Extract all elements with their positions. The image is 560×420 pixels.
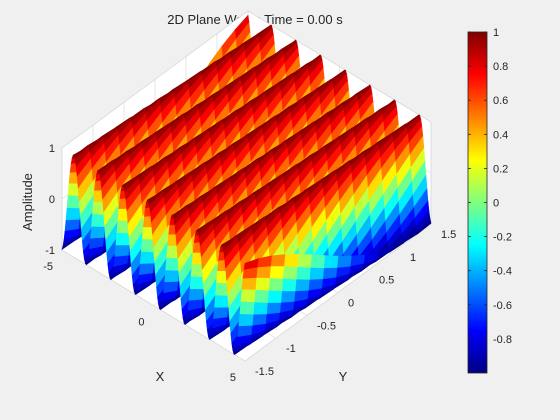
y-axis-label: Y: [339, 369, 348, 384]
colorbar-tick-label: -0.8: [493, 334, 512, 346]
surface-face: [252, 301, 268, 315]
colorbar-tick-label: 0.4: [493, 129, 508, 141]
surface-face: [115, 232, 131, 246]
surface-face: [323, 255, 339, 269]
axis-ticks: -5 0 5 -1.5 -1 -0.5 0 0.5 1 1.5 -1 0 1: [43, 143, 456, 384]
y-tick-label: 1.5: [441, 229, 456, 241]
surface-face: [164, 269, 180, 283]
surface-face: [281, 278, 297, 292]
surface-face: [336, 255, 352, 268]
colorbar-tick-label: 0.2: [493, 163, 508, 175]
grid-line: [61, 10, 249, 149]
colorbar-tick-label: 0.6: [493, 95, 508, 107]
surface-face: [139, 250, 155, 264]
z-tick-label: -1: [45, 245, 55, 257]
y-tick-label: -0.5: [317, 320, 336, 332]
surface-face: [308, 278, 324, 291]
y-tick-label: 0.5: [379, 275, 394, 287]
surface-plot: [61, 14, 432, 356]
surface-face: [189, 275, 205, 290]
surface-face: [270, 254, 286, 267]
surface-face: [268, 277, 284, 292]
surface-face: [282, 265, 298, 280]
surface-face: [90, 225, 106, 239]
colorbar-tick-label: -0.4: [493, 266, 512, 278]
colorbar-tick-label: 1: [493, 27, 499, 39]
x-tick-label: -5: [43, 261, 53, 273]
surface-face: [267, 289, 283, 303]
colorbar-tick-label: 0: [493, 198, 499, 210]
surface-face: [213, 306, 229, 319]
surface-face: [214, 294, 230, 308]
surface-face: [296, 253, 312, 268]
colorbar-tick-label: -0.6: [493, 300, 512, 312]
surface-face: [280, 290, 296, 303]
surface-face: [266, 302, 282, 315]
surface-face: [65, 207, 81, 221]
surface-face: [188, 288, 204, 301]
x-tick-label: 5: [230, 372, 236, 384]
x-axis-label: X: [156, 369, 165, 384]
surface-face: [240, 288, 256, 303]
surface-face: [294, 278, 310, 292]
surface-face: [239, 300, 255, 315]
surface-face: [253, 289, 269, 303]
surface-face: [255, 265, 271, 278]
surface-face: [254, 277, 270, 291]
surface-face: [114, 244, 130, 257]
surface-face: [322, 267, 338, 280]
colorbar: 1 0.8 0.6 0.4 0.2 0 -0.2 -0.4 -0.6 -0.8: [467, 27, 512, 374]
y-tick-label: 1: [410, 252, 416, 264]
surface-face: [310, 254, 326, 269]
x-tick-label: 0: [138, 317, 144, 329]
surface-face: [295, 266, 311, 280]
surface-face: [238, 313, 254, 327]
surface-face: [309, 267, 325, 280]
y-tick-label: 0: [348, 298, 354, 310]
z-tick-label: 1: [49, 143, 55, 155]
surface-face: [138, 262, 154, 275]
surface-face: [64, 219, 80, 232]
surface-face: [243, 258, 259, 270]
colorbar-tick-label: -0.2: [493, 232, 512, 244]
grid-line: [247, 10, 432, 123]
y-tick-label: -1: [286, 343, 296, 355]
surface-face: [283, 254, 299, 267]
surface-face: [237, 324, 253, 337]
z-axis-label: Amplitude: [20, 173, 35, 231]
colorbar-tick-label: 0.8: [493, 61, 508, 73]
surface-face: [241, 277, 257, 290]
z-tick-label: 0: [49, 194, 55, 206]
surface-face: [269, 265, 285, 279]
colorbar-ticks: 1 0.8 0.6 0.4 0.2 0 -0.2 -0.4 -0.6 -0.8: [468, 27, 512, 346]
surface-face: [251, 313, 267, 326]
y-tick-label: -1.5: [255, 366, 274, 378]
grid-line: [61, 249, 246, 362]
